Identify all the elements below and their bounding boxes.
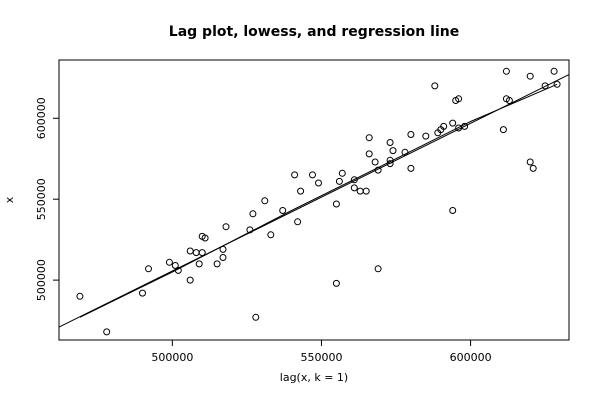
data-point: [407, 131, 415, 138]
data-point: [261, 197, 269, 205]
data-point: [386, 156, 394, 164]
x-axis: 500000 550000 600000: [151, 339, 492, 364]
data-point: [389, 147, 397, 155]
data-point: [431, 82, 439, 90]
data-point: [332, 200, 340, 208]
data-point: [550, 67, 558, 75]
y-tick-label: 500000: [35, 259, 48, 301]
fit-lines: [58, 74, 570, 328]
y-axis-label: x: [3, 196, 16, 203]
data-point: [386, 160, 394, 168]
data-point: [294, 218, 302, 226]
data-point: [374, 166, 382, 174]
y-tick-label: 550000: [35, 178, 48, 220]
data-point: [145, 265, 152, 273]
x-tick-label: 550000: [300, 351, 342, 364]
data-point: [219, 254, 227, 261]
data-point: [213, 260, 221, 268]
x-axis-label: lag(x, k = 1): [280, 371, 348, 384]
data-point: [362, 187, 370, 195]
data-point: [222, 223, 230, 231]
data-point: [103, 328, 111, 336]
data-point: [449, 207, 457, 214]
data-point: [291, 171, 299, 179]
data-point: [139, 289, 146, 297]
data-point: [165, 258, 173, 266]
data-point: [440, 122, 448, 130]
data-point: [309, 171, 316, 179]
data-point: [553, 80, 561, 88]
data-point: [249, 210, 257, 218]
data-point: [350, 184, 358, 192]
data-points: [76, 67, 561, 336]
data-point: [407, 164, 415, 172]
data-point: [526, 72, 534, 80]
data-point: [365, 150, 373, 158]
y-tick-label: 600000: [35, 97, 48, 139]
data-point: [526, 158, 534, 166]
data-point: [338, 169, 346, 177]
data-point: [502, 67, 510, 75]
data-point: [461, 122, 469, 130]
data-point: [252, 313, 260, 321]
x-tick-label: 600000: [450, 351, 492, 364]
plot-area-border: [58, 59, 570, 341]
data-point: [279, 207, 287, 214]
data-point: [365, 134, 373, 142]
data-point: [195, 260, 203, 268]
data-point: [386, 139, 394, 146]
data-point: [332, 279, 340, 287]
data-point: [529, 164, 537, 172]
data-point: [267, 231, 275, 239]
data-point: [201, 234, 209, 242]
data-point: [335, 177, 343, 185]
data-point: [186, 276, 194, 284]
data-point: [541, 82, 549, 90]
lowess-line: [79, 83, 558, 318]
data-point: [76, 292, 84, 300]
y-axis: 500000 550000 600000: [35, 97, 60, 301]
data-point: [198, 249, 206, 257]
data-point: [401, 148, 409, 156]
data-point: [186, 247, 194, 255]
data-point: [219, 245, 227, 253]
data-point: [315, 179, 322, 187]
data-point: [246, 226, 254, 234]
data-point: [297, 187, 305, 195]
data-point: [192, 249, 200, 257]
chart-title: Lag plot, lowess, and regression line: [169, 24, 459, 40]
regression-line: [58, 74, 570, 328]
data-point: [455, 95, 463, 103]
data-point: [350, 176, 358, 184]
x-tick-label: 500000: [151, 351, 193, 364]
data-point: [374, 265, 382, 273]
data-point: [449, 119, 457, 127]
data-point: [171, 262, 179, 269]
data-point: [422, 132, 430, 140]
data-point: [174, 266, 182, 274]
data-point: [371, 158, 379, 166]
data-point: [505, 97, 513, 104]
data-point: [499, 126, 507, 134]
data-point: [356, 187, 364, 195]
